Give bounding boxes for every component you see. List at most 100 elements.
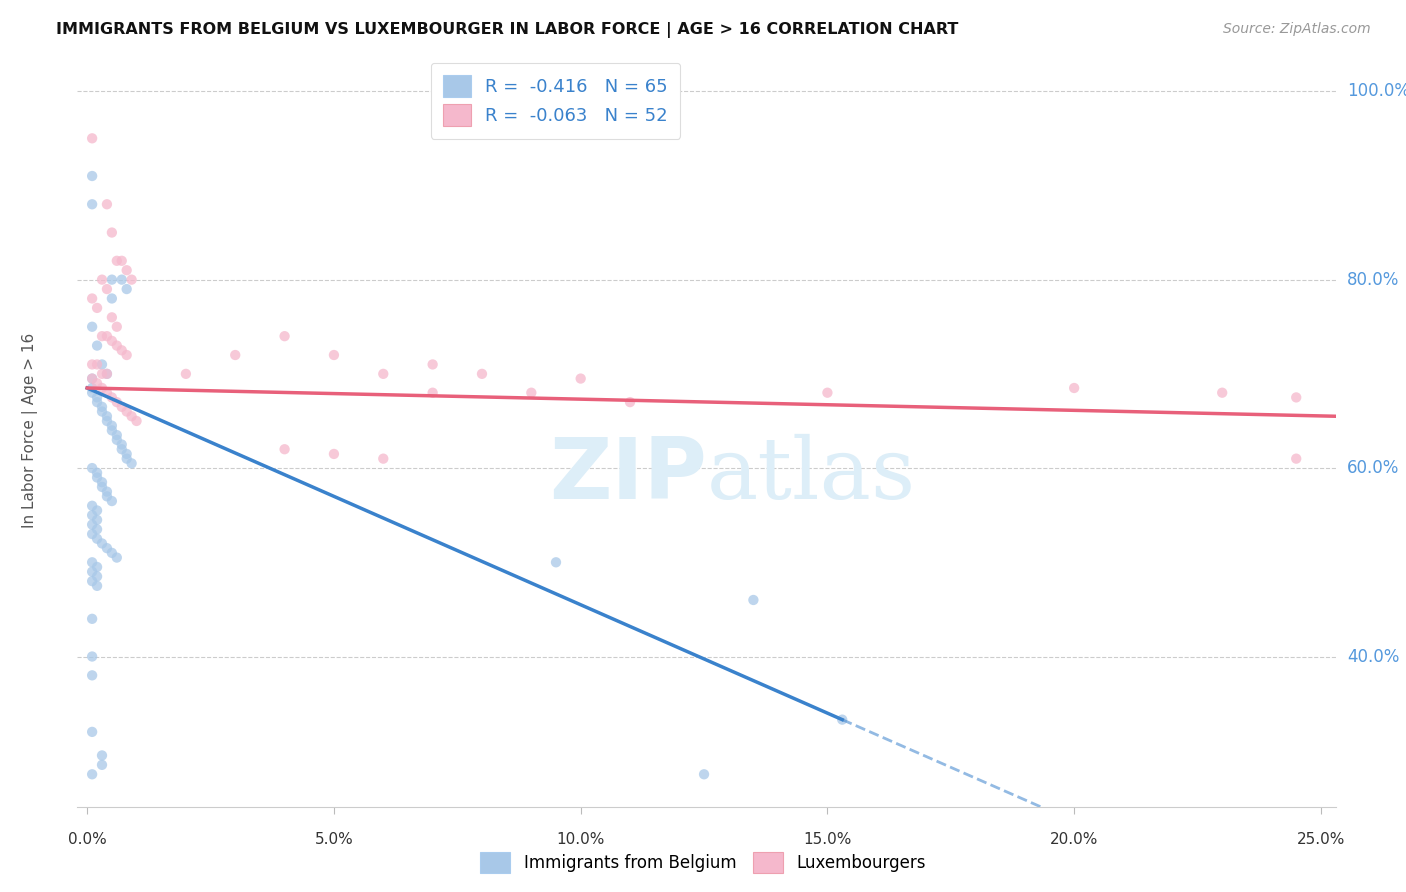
- Point: [105, 550, 128, 565]
- Text: atlas: atlas: [707, 434, 915, 517]
- Point: [82, 131, 104, 145]
- Text: 5.0%: 5.0%: [315, 832, 353, 847]
- Point: [82, 358, 104, 372]
- Point: [101, 273, 124, 287]
- Point: [86, 376, 108, 391]
- Point: [86, 395, 108, 409]
- Point: [101, 494, 124, 508]
- Point: [101, 226, 124, 240]
- Point: [105, 338, 128, 352]
- Point: [86, 560, 108, 574]
- Point: [91, 757, 114, 772]
- Point: [86, 391, 108, 405]
- Point: [422, 358, 444, 372]
- Point: [1211, 385, 1233, 400]
- Text: Source: ZipAtlas.com: Source: ZipAtlas.com: [1223, 22, 1371, 37]
- Point: [1285, 451, 1308, 466]
- Text: 15.0%: 15.0%: [803, 832, 852, 847]
- Point: [82, 724, 104, 739]
- Point: [323, 447, 346, 461]
- Legend: Immigrants from Belgium, Luxembourgers: Immigrants from Belgium, Luxembourgers: [474, 846, 932, 880]
- Point: [742, 593, 765, 607]
- Point: [373, 367, 395, 381]
- Point: [91, 536, 114, 550]
- Point: [86, 569, 108, 583]
- Point: [101, 391, 124, 405]
- Point: [82, 527, 104, 541]
- Point: [101, 310, 124, 325]
- Point: [101, 424, 124, 438]
- Point: [115, 404, 138, 418]
- Point: [96, 282, 118, 296]
- Point: [96, 329, 118, 343]
- Point: [82, 565, 104, 579]
- Point: [82, 381, 104, 395]
- Legend: R =  -0.416   N = 65, R =  -0.063   N = 52: R = -0.416 N = 65, R = -0.063 N = 52: [430, 62, 681, 139]
- Point: [520, 385, 543, 400]
- Point: [273, 442, 295, 457]
- Point: [115, 447, 138, 461]
- Point: [82, 668, 104, 682]
- Point: [91, 358, 114, 372]
- Text: 100.0%: 100.0%: [1347, 82, 1406, 100]
- Point: [91, 329, 114, 343]
- Point: [86, 513, 108, 527]
- Point: [105, 433, 128, 447]
- Point: [82, 499, 104, 513]
- Text: 0.0%: 0.0%: [67, 832, 107, 847]
- Point: [544, 555, 567, 569]
- Point: [111, 343, 134, 358]
- Point: [86, 532, 108, 546]
- Point: [96, 367, 118, 381]
- Point: [82, 385, 104, 400]
- Point: [693, 767, 716, 781]
- Point: [91, 404, 114, 418]
- Point: [125, 414, 148, 428]
- Text: 60.0%: 60.0%: [1347, 459, 1399, 477]
- Point: [115, 451, 138, 466]
- Text: 10.0%: 10.0%: [557, 832, 605, 847]
- Text: In Labor Force | Age > 16: In Labor Force | Age > 16: [21, 333, 38, 528]
- Point: [82, 649, 104, 664]
- Text: 40.0%: 40.0%: [1347, 648, 1399, 665]
- Point: [82, 461, 104, 475]
- Point: [91, 400, 114, 414]
- Point: [111, 273, 134, 287]
- Point: [86, 338, 108, 352]
- Point: [91, 367, 114, 381]
- Text: ZIP: ZIP: [548, 434, 707, 517]
- Point: [101, 546, 124, 560]
- Point: [111, 437, 134, 451]
- Point: [121, 273, 143, 287]
- Point: [82, 371, 104, 385]
- Point: [82, 169, 104, 183]
- Point: [273, 329, 295, 343]
- Text: 25.0%: 25.0%: [1296, 832, 1346, 847]
- Text: 20.0%: 20.0%: [1050, 832, 1098, 847]
- Point: [101, 418, 124, 433]
- Point: [86, 358, 108, 372]
- Point: [569, 371, 592, 385]
- Point: [115, 263, 138, 277]
- Point: [224, 348, 246, 362]
- Point: [82, 612, 104, 626]
- Point: [86, 522, 108, 536]
- Point: [115, 348, 138, 362]
- Point: [96, 484, 118, 499]
- Point: [82, 508, 104, 523]
- Point: [91, 273, 114, 287]
- Point: [121, 409, 143, 424]
- Point: [82, 574, 104, 589]
- Point: [82, 197, 104, 211]
- Text: 80.0%: 80.0%: [1347, 270, 1399, 289]
- Point: [815, 385, 838, 400]
- Point: [82, 371, 104, 385]
- Point: [82, 517, 104, 532]
- Point: [619, 395, 641, 409]
- Point: [91, 475, 114, 490]
- Point: [1063, 381, 1085, 395]
- Point: [323, 348, 346, 362]
- Point: [96, 414, 118, 428]
- Point: [121, 456, 143, 470]
- Point: [96, 409, 118, 424]
